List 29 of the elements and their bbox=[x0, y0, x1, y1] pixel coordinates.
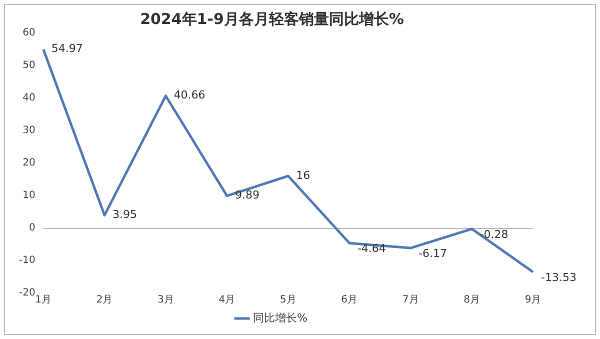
y-tick-label: -10 bbox=[18, 255, 36, 266]
x-tick-label: 8月 bbox=[464, 294, 480, 306]
data-label: -0.28 bbox=[480, 228, 508, 241]
y-tick-label: 10 bbox=[22, 190, 36, 202]
y-tick-label: 0 bbox=[28, 222, 36, 234]
data-label: -13.53 bbox=[541, 270, 576, 284]
y-tick-label: 50 bbox=[22, 60, 36, 72]
y-tick-label: 20 bbox=[22, 158, 36, 169]
data-label: -4.64 bbox=[357, 242, 386, 255]
data-label: 54.97 bbox=[51, 42, 83, 56]
x-tick-label: 2月 bbox=[96, 294, 113, 306]
x-tick-label: 6月 bbox=[341, 294, 358, 306]
y-tick-label: 40 bbox=[22, 92, 36, 104]
data-label: -6.17 bbox=[418, 246, 448, 260]
data-label: 40.66 bbox=[174, 88, 206, 102]
y-tick-label: -20 bbox=[18, 288, 36, 299]
legend-label: 同比增长% bbox=[253, 311, 308, 324]
y-tick-label: 30 bbox=[22, 125, 36, 136]
x-tick-label: 4月 bbox=[218, 294, 236, 306]
data-label: 16 bbox=[296, 168, 310, 182]
x-tick-label: 5月 bbox=[280, 294, 296, 306]
x-tick-label: 9月 bbox=[524, 294, 542, 306]
chart-title: 2024年1-9月各月轻客销量同比增长% bbox=[140, 10, 404, 28]
x-tick-label: 7月 bbox=[402, 294, 419, 306]
x-tick-label: 3月 bbox=[158, 294, 174, 306]
x-tick-label: 1月 bbox=[35, 294, 52, 306]
y-tick-label: 60 bbox=[22, 28, 36, 39]
data-label: 9.89 bbox=[234, 188, 260, 202]
data-label: 3.95 bbox=[112, 208, 138, 222]
